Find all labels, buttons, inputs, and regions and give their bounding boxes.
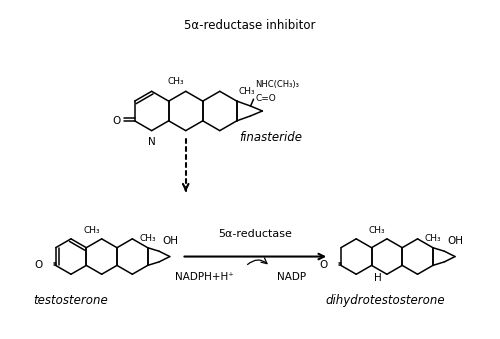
Text: O: O <box>320 260 328 271</box>
Text: CH₃: CH₃ <box>424 234 441 243</box>
Text: CH₃: CH₃ <box>167 77 184 86</box>
Text: O: O <box>112 116 121 126</box>
Text: CH₃: CH₃ <box>368 226 385 235</box>
Text: H: H <box>374 273 382 283</box>
Text: OH: OH <box>448 236 464 246</box>
Text: dihydrotestosterone: dihydrotestosterone <box>326 294 446 307</box>
Text: NHC(CH₃)₃: NHC(CH₃)₃ <box>256 80 300 89</box>
Text: O: O <box>34 260 43 271</box>
Text: NADPH+H⁺: NADPH+H⁺ <box>175 272 234 282</box>
Text: CH₃: CH₃ <box>239 87 256 96</box>
Text: N: N <box>148 137 156 146</box>
Text: CH₃: CH₃ <box>83 226 100 235</box>
Text: testosterone: testosterone <box>34 294 108 307</box>
Text: 5α-reductase: 5α-reductase <box>218 229 292 239</box>
Text: C=O: C=O <box>256 94 276 103</box>
Text: OH: OH <box>162 236 178 246</box>
Text: NADP: NADP <box>277 272 306 282</box>
Text: 5α-reductase inhibitor: 5α-reductase inhibitor <box>184 19 316 32</box>
Text: finasteride: finasteride <box>240 131 302 144</box>
Text: CH₃: CH₃ <box>140 234 156 243</box>
